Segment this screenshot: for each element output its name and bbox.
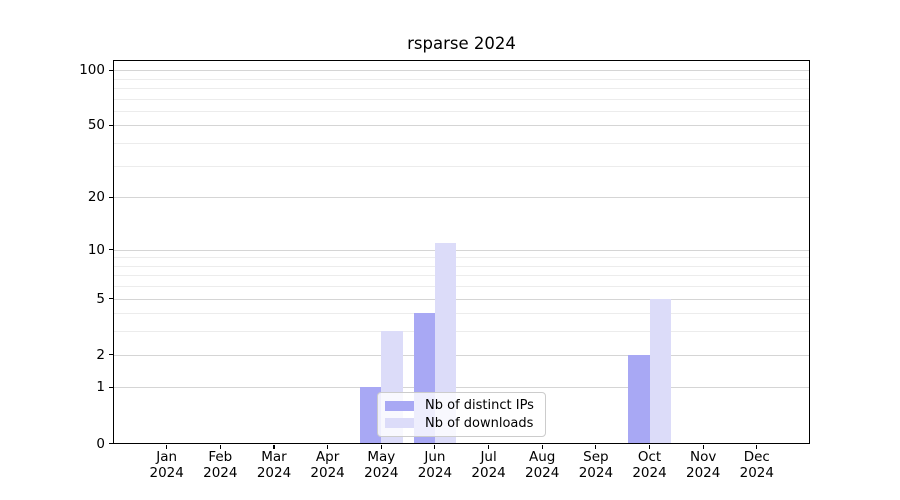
x-tick-label: Jan 2024 <box>137 449 197 481</box>
y-tick-label: 2 <box>96 346 105 363</box>
y-axis-tick <box>108 298 113 300</box>
y-gridline-minor <box>114 88 810 89</box>
x-tick-label-month: Mar <box>261 449 287 465</box>
y-tick-label: 0 <box>96 435 105 452</box>
x-tick-label-year: 2024 <box>739 464 774 481</box>
x-tick-label: Feb 2024 <box>190 449 250 481</box>
y-axis-tick <box>108 354 113 356</box>
x-tick-label-month: May <box>367 449 396 465</box>
x-tick-label-month: Sep <box>583 449 609 465</box>
y-gridline-major <box>114 125 810 127</box>
x-tick-label-month: Jul <box>480 449 497 465</box>
y-gridline-major <box>114 354 810 356</box>
x-axis-tick <box>648 444 651 449</box>
x-axis-tick <box>702 444 704 449</box>
y-axis-tick <box>108 442 113 445</box>
x-axis-tick <box>273 444 275 449</box>
y-gridline-minor <box>114 98 810 100</box>
y-tick-label: 100 <box>79 62 105 79</box>
legend-item-downloads: Nb of downloads <box>385 416 538 431</box>
y-axis-tick <box>108 248 113 251</box>
x-tick-label-month: Apr <box>315 449 340 465</box>
x-tick-label-year: 2024 <box>686 464 721 481</box>
y-axis-tick <box>108 196 113 198</box>
x-tick-label-month: Jan <box>156 449 178 465</box>
x-tick-label-year: 2024 <box>417 464 453 481</box>
y-gridline-minor <box>114 313 810 315</box>
x-tick-label-year: 2024 <box>149 464 184 481</box>
x-tick-label-year: 2024 <box>310 464 345 481</box>
x-tick-label-year: 2024 <box>578 464 614 481</box>
x-tick-label-year: 2024 <box>364 464 399 481</box>
x-tick-label: Dec 2024 <box>727 449 787 481</box>
legend: Nb of distinct IPs Nb of downloads <box>377 392 546 437</box>
y-tick-label: 10 <box>87 241 105 258</box>
y-gridline-minor <box>114 265 810 267</box>
x-tick-label-month: Oct <box>637 449 662 465</box>
x-tick-label: Jun 2024 <box>405 449 465 481</box>
y-axis-tick <box>108 69 113 71</box>
y-gridline-minor <box>114 165 810 167</box>
x-tick-label: May 2024 <box>351 449 411 481</box>
y-gridline-minor <box>114 78 810 80</box>
x-tick-label-month: Feb <box>208 449 233 465</box>
x-axis-tick <box>595 444 597 449</box>
x-tick-label-year: 2024 <box>525 464 560 481</box>
y-axis-tick <box>108 386 113 388</box>
x-axis-tick <box>488 444 490 449</box>
x-tick-label: Nov 2024 <box>673 449 733 481</box>
y-tick-label: 1 <box>96 379 105 396</box>
x-tick-label-month: Dec <box>743 449 770 465</box>
x-tick-label-year: 2024 <box>632 464 667 481</box>
bar-downloads-oct <box>649 298 671 444</box>
legend-label-distinct-ips: Nb of distinct IPs <box>425 398 534 414</box>
y-gridline-major <box>114 298 810 300</box>
x-tick-label: Aug 2024 <box>512 449 572 481</box>
y-gridline-minor <box>114 275 810 277</box>
x-tick-label: Oct 2024 <box>620 449 680 481</box>
y-tick-label: 50 <box>87 117 105 134</box>
x-axis-tick <box>756 444 758 449</box>
x-tick-label-month: Aug <box>529 449 556 465</box>
legend-label-downloads: Nb of downloads <box>425 415 534 431</box>
y-gridline-minor <box>114 110 810 112</box>
chart-title: rsparse 2024 <box>407 34 516 53</box>
legend-swatch-distinct-ips <box>385 400 414 411</box>
x-axis-tick <box>166 444 168 449</box>
x-axis-tick <box>434 444 436 449</box>
y-axis-tick <box>108 124 113 126</box>
x-tick-label-month: Nov <box>690 449 717 465</box>
y-gridline-major <box>114 197 810 199</box>
x-axis-tick <box>219 444 221 449</box>
y-gridline-minor <box>114 286 810 288</box>
x-axis-tick <box>380 444 382 449</box>
y-gridline-minor <box>114 331 810 333</box>
x-tick-label: Sep 2024 <box>566 449 626 481</box>
y-gridline-major <box>114 387 810 389</box>
x-tick-label-year: 2024 <box>203 464 238 481</box>
y-gridline-major <box>114 70 810 72</box>
x-axis-tick <box>327 444 329 449</box>
x-tick-label-year: 2024 <box>256 464 292 481</box>
x-axis-tick <box>541 444 543 449</box>
y-gridline-minor <box>114 257 810 259</box>
bar-distinct-ips-may <box>359 387 382 444</box>
y-gridline-minor <box>114 143 810 145</box>
x-tick-label-month: Jun <box>424 449 446 465</box>
y-tick-label: 20 <box>87 189 105 206</box>
y-tick-label: 5 <box>96 290 105 307</box>
x-tick-label: Mar 2024 <box>244 449 304 481</box>
legend-item-distinct-ips: Nb of distinct IPs <box>385 398 538 413</box>
y-gridline-major <box>114 249 810 251</box>
bar-distinct-ips-oct <box>628 354 650 444</box>
x-tick-label: Apr 2024 <box>298 449 358 481</box>
x-tick-label: Jul 2024 <box>459 449 519 481</box>
x-tick-label-year: 2024 <box>471 464 506 481</box>
legend-swatch-downloads <box>385 418 414 429</box>
